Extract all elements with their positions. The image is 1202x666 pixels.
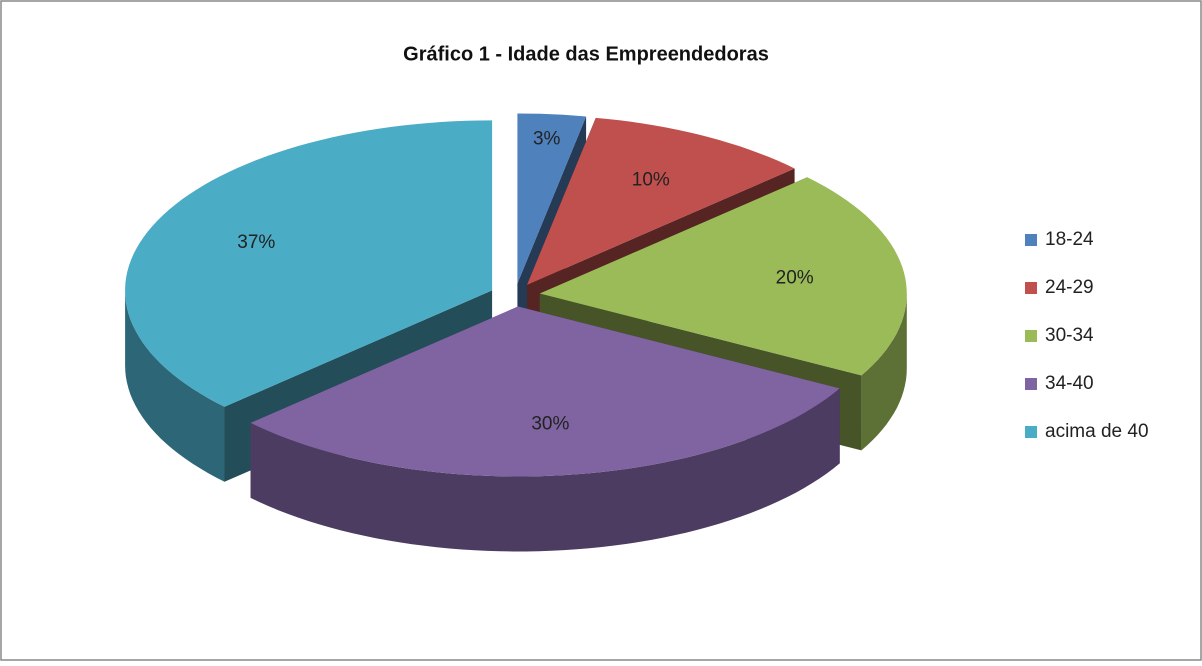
slice-top [250,306,840,477]
data-label: 10% [632,170,670,191]
legend-swatch [1025,282,1037,294]
legend-swatch [1025,426,1037,438]
slice-top [527,117,795,285]
chart-title: Gráfico 1 - Idade das Empreendedoras [403,43,769,65]
legend-swatch [1025,234,1037,246]
slice-top [517,113,587,284]
legend-swatch [1025,330,1037,342]
slice-wall [861,293,907,451]
data-label: 3% [533,129,561,150]
legend-label: 18-24 [1045,229,1094,250]
slice-top [539,177,907,376]
data-label: 20% [776,268,814,289]
data-label: 37% [237,232,275,253]
legend-label: 34-40 [1045,373,1094,394]
legend-swatch [1025,378,1037,390]
slice [250,306,840,552]
slice-wall [125,290,225,482]
slice-top [125,120,493,407]
legend-label: 30-34 [1045,325,1094,346]
legend-label: 24-29 [1045,277,1094,298]
data-label: 30% [531,414,569,435]
legend-label: acima de 40 [1045,421,1149,442]
slice-wall [250,388,840,552]
